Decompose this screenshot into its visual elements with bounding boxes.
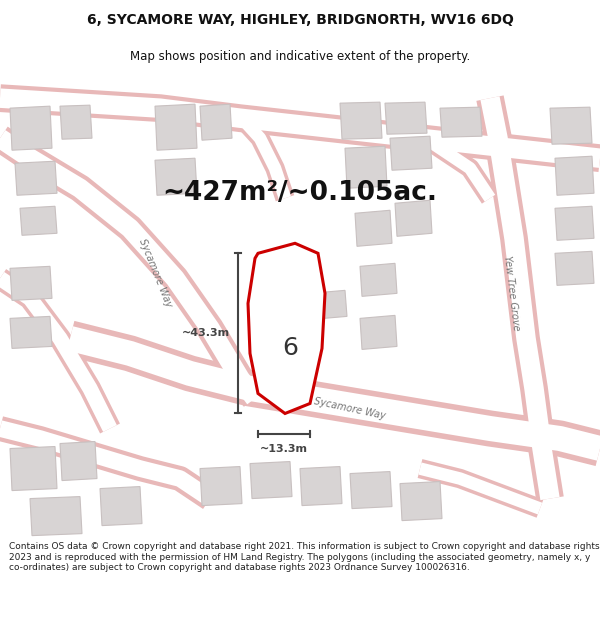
Polygon shape <box>300 466 342 506</box>
Polygon shape <box>15 161 57 195</box>
Polygon shape <box>280 326 307 351</box>
Polygon shape <box>395 200 432 236</box>
Polygon shape <box>60 441 97 481</box>
Polygon shape <box>10 266 52 301</box>
Polygon shape <box>350 471 392 509</box>
Polygon shape <box>20 206 57 235</box>
Text: Sycamore Way: Sycamore Way <box>313 396 386 421</box>
Polygon shape <box>310 291 347 319</box>
Polygon shape <box>345 146 387 188</box>
Polygon shape <box>155 158 197 195</box>
Polygon shape <box>390 136 432 170</box>
Polygon shape <box>60 105 92 139</box>
Text: Yew Tree Grove: Yew Tree Grove <box>502 255 521 331</box>
Polygon shape <box>385 102 427 134</box>
Polygon shape <box>400 481 442 521</box>
Polygon shape <box>100 487 142 526</box>
Polygon shape <box>10 446 57 491</box>
Text: ~43.3m: ~43.3m <box>182 328 230 338</box>
Polygon shape <box>250 461 292 499</box>
Polygon shape <box>30 497 82 536</box>
Text: Map shows position and indicative extent of the property.: Map shows position and indicative extent… <box>130 50 470 62</box>
Polygon shape <box>555 251 594 286</box>
Text: ~427m²/~0.105ac.: ~427m²/~0.105ac. <box>163 180 437 206</box>
Polygon shape <box>248 243 325 414</box>
Polygon shape <box>200 104 232 140</box>
Text: Contains OS data © Crown copyright and database right 2021. This information is : Contains OS data © Crown copyright and d… <box>9 542 599 572</box>
Polygon shape <box>10 316 52 348</box>
Text: Sycamore Way: Sycamore Way <box>137 238 173 309</box>
Polygon shape <box>555 156 594 195</box>
Text: 6, SYCAMORE WAY, HIGHLEY, BRIDGNORTH, WV16 6DQ: 6, SYCAMORE WAY, HIGHLEY, BRIDGNORTH, WV… <box>86 12 514 26</box>
Polygon shape <box>10 106 52 150</box>
Polygon shape <box>355 210 392 246</box>
Polygon shape <box>440 107 482 138</box>
Polygon shape <box>155 104 197 150</box>
Polygon shape <box>360 316 397 349</box>
Text: 6: 6 <box>282 336 298 361</box>
Polygon shape <box>550 107 592 144</box>
Polygon shape <box>360 263 397 296</box>
Polygon shape <box>555 206 594 240</box>
Polygon shape <box>340 102 382 139</box>
Text: ~13.3m: ~13.3m <box>260 444 308 454</box>
Polygon shape <box>200 466 242 506</box>
